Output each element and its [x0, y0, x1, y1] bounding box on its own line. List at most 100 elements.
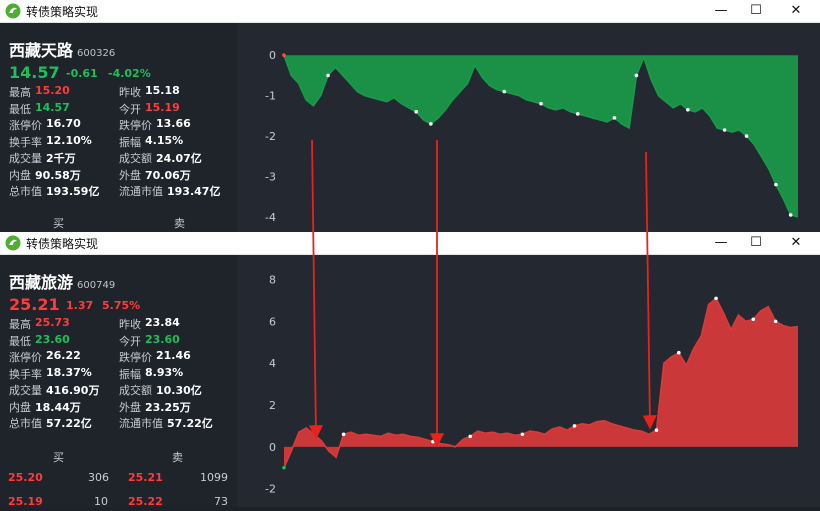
- field-value: 26.22: [46, 349, 81, 362]
- field-value: 193.59亿: [46, 185, 100, 198]
- trade-point: [774, 182, 778, 187]
- price-area: [284, 55, 798, 217]
- y-tick-label: -1: [265, 90, 276, 103]
- trade-point: [751, 317, 756, 322]
- field-label: 外盘: [119, 400, 141, 414]
- title-bar: 转债策略实现 — ☐ ✕: [0, 0, 820, 23]
- field-label: 最高: [9, 318, 31, 331]
- trade-point: [744, 134, 749, 138]
- quote-row: 成交量 2千万 成交额 24.07亿: [9, 150, 234, 167]
- field-label: 昨收: [119, 318, 141, 331]
- field-label: 今开: [119, 334, 141, 348]
- ask-price[interactable]: 25.21: [128, 471, 163, 484]
- field-value: 24.07亿: [156, 152, 202, 165]
- trade-point: [282, 465, 286, 470]
- minimize-button[interactable]: —: [714, 3, 728, 18]
- y-tick-label: -2: [265, 483, 276, 496]
- price-area: [284, 298, 798, 468]
- quote-row: 内盘 90.58万 外盘 70.06万: [9, 167, 234, 184]
- y-tick-label: 4: [269, 357, 276, 370]
- field-value: 23.60: [35, 332, 70, 346]
- trade-point: [520, 432, 525, 437]
- stock-price: 25.21: [9, 295, 60, 314]
- trade-point: [634, 73, 639, 78]
- trade-point: [282, 53, 286, 58]
- quote-row: 成交量 416.90万 成交额 10.30亿: [9, 382, 234, 399]
- field-value: 57.22亿: [46, 417, 92, 430]
- chart-svg: 8 6 4 2 0 -2: [265, 274, 799, 496]
- trade-point: [677, 350, 681, 355]
- field-label: 内盘: [9, 168, 31, 182]
- field-value: 21.46: [156, 349, 191, 362]
- y-tick-label: 6: [269, 315, 276, 328]
- quote-fields: 最高 25.73 昨收 23.84 最低 23.60 今开 23.60 涨停价 26.22 跌停价 2…: [9, 316, 234, 432]
- field-label: 最低: [9, 102, 31, 116]
- field-label: 涨停价: [9, 119, 42, 132]
- field-label: 最低: [9, 334, 31, 348]
- field-value: 416.90万: [46, 384, 100, 397]
- price-change: -0.61: [66, 67, 98, 80]
- quote-panel: 西藏天路 600326 14.57 -0.61 -4.02% 最高 15.20 昨收 1…: [0, 23, 237, 235]
- y-tick-label: 2: [269, 399, 276, 412]
- close-button[interactable]: ✕: [790, 235, 802, 250]
- trade-point: [686, 107, 690, 112]
- field-label: 成交量: [9, 152, 42, 165]
- field-value: 16.70: [46, 117, 81, 130]
- intraday-chart[interactable]: 10-1-2-3-4: [240, 9, 820, 235]
- trade-point: [714, 296, 718, 301]
- app-logo-icon: [5, 3, 21, 19]
- y-tick-label: 8: [269, 274, 276, 287]
- trade-point: [572, 424, 577, 428]
- window-xizang-lvyou: 转债策略实现 — ☐ ✕ 西藏旅游 600749 25.21 1.37 5.75%…: [0, 232, 820, 508]
- buy-label: 买: [53, 451, 64, 464]
- intraday-chart[interactable]: 8 6 4 2 0 -2: [240, 255, 820, 507]
- field-label: 换手率: [9, 135, 42, 149]
- quote-row: 内盘 18.44万 外盘 23.25万: [9, 399, 234, 416]
- trade-point: [722, 128, 727, 132]
- field-label: 昨收: [119, 86, 141, 99]
- quote-row: 总市值 193.59亿 流通市值 193.47亿: [9, 183, 234, 200]
- field-value: 57.22亿: [167, 417, 213, 430]
- quote-row: 换手率 18.37% 振幅 8.93%: [9, 366, 234, 383]
- ask-price[interactable]: 25.22: [128, 495, 163, 508]
- maximize-button[interactable]: ☐: [750, 3, 762, 18]
- trade-point: [575, 112, 580, 116]
- stock-code: 600326: [77, 48, 116, 59]
- stock-code: 600749: [77, 280, 116, 291]
- window-title: 转债策略实现: [26, 237, 99, 251]
- y-tick-label: -4: [265, 211, 276, 224]
- field-value: 23.25万: [145, 400, 191, 414]
- window-xizang-tianlu: 转债策略实现 — ☐ ✕ 西藏天路 600326 14.57 -0.61 -4.0…: [0, 0, 820, 235]
- chart-svg: 10-1-2-3-4: [265, 9, 799, 224]
- sell-label: 卖: [172, 451, 183, 464]
- trade-point: [654, 428, 659, 432]
- quote-row: 涨停价 16.70 跌停价 13.66: [9, 117, 234, 134]
- bid-price[interactable]: 25.19: [8, 495, 43, 508]
- sell-label: 卖: [174, 217, 185, 230]
- maximize-button[interactable]: ☐: [750, 235, 762, 250]
- y-tick-label: -2: [265, 130, 276, 143]
- field-label: 跌停价: [119, 119, 152, 132]
- field-label: 跌停价: [119, 351, 152, 364]
- bid-price[interactable]: 25.20: [8, 471, 43, 484]
- price-line: [283, 297, 799, 469]
- minimize-button[interactable]: —: [714, 235, 728, 250]
- trade-point: [788, 213, 793, 217]
- field-value: 193.47亿: [167, 185, 221, 198]
- field-value: 25.73: [35, 316, 70, 329]
- bid-volume: 306: [88, 471, 109, 484]
- field-label: 流通市值: [119, 185, 163, 198]
- field-label: 振幅: [119, 367, 141, 381]
- field-label: 成交额: [119, 152, 152, 165]
- field-label: 内盘: [9, 400, 31, 414]
- trade-point: [431, 439, 435, 444]
- field-value: 90.58万: [35, 168, 81, 182]
- close-button[interactable]: ✕: [790, 3, 802, 18]
- field-value: 15.19: [145, 100, 180, 114]
- quote-row: 最低 23.60 今开 23.60: [9, 333, 234, 350]
- trade-point: [326, 73, 330, 78]
- trade-point: [414, 110, 418, 114]
- stock-name: 西藏天路 600326: [9, 41, 116, 60]
- quote-row: 涨停价 26.22 跌停价 21.46: [9, 349, 234, 366]
- field-value: 14.57: [35, 100, 70, 114]
